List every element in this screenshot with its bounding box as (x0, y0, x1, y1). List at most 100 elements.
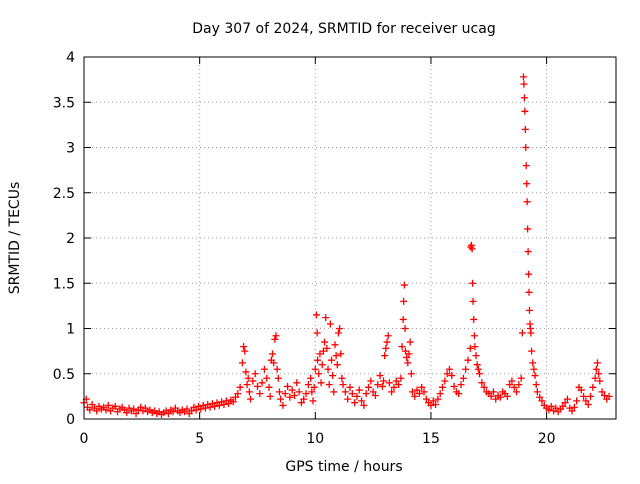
data-point (577, 386, 585, 394)
data-point (457, 381, 465, 389)
data-point (427, 401, 435, 409)
data-point (275, 388, 283, 396)
data-point (525, 270, 533, 278)
data-point (256, 390, 264, 398)
data-point (596, 377, 604, 385)
data-point (313, 329, 321, 337)
data-point (339, 381, 347, 389)
data-point (536, 393, 544, 401)
data-point (308, 388, 316, 396)
data-point (584, 401, 592, 409)
data-point (88, 401, 96, 409)
y-tick-label: 3.5 (53, 95, 75, 111)
data-point (469, 297, 477, 305)
data-point (344, 395, 352, 403)
data-point (388, 388, 396, 396)
data-point (521, 125, 529, 133)
data-point (559, 402, 567, 410)
data-point (251, 370, 259, 378)
data-point (395, 381, 403, 389)
data-point (253, 382, 261, 390)
data-point (241, 347, 249, 355)
chart-title: Day 307 of 2024, SRMTID for receiver uca… (192, 21, 495, 37)
data-point (325, 381, 333, 389)
data-point (561, 399, 569, 407)
data-point (307, 374, 315, 382)
data-point (420, 388, 428, 396)
x-axis-label: GPS time / hours (285, 459, 402, 475)
data-point (593, 359, 601, 367)
data-point (236, 383, 244, 391)
data-point (519, 73, 527, 81)
data-point (390, 383, 398, 391)
data-point (573, 397, 581, 405)
y-tick-label: 1 (66, 322, 75, 338)
data-point (455, 390, 463, 398)
data-point (413, 386, 421, 394)
data-point (338, 374, 346, 382)
data-point (300, 395, 308, 403)
tick-labels: 0 0.5 1 1.5 2 2.5 3 3.5 4 0 5 10 15 20 (53, 50, 556, 447)
data-point (286, 393, 294, 401)
data-point (376, 372, 384, 380)
data-point (404, 359, 412, 367)
y-tick-label: 3 (66, 141, 75, 157)
data-point (443, 370, 451, 378)
data-point (220, 401, 228, 409)
data-point (269, 350, 277, 358)
data-point (270, 359, 278, 367)
data-point (281, 390, 289, 398)
data-point (503, 392, 511, 400)
data-point (405, 350, 413, 358)
data-point (284, 382, 292, 390)
data-point (318, 361, 326, 369)
data-point (330, 388, 338, 396)
data-point (188, 407, 196, 415)
data-point (469, 279, 477, 287)
data-point (434, 395, 442, 403)
data-point (371, 391, 379, 399)
data-point (336, 325, 344, 332)
data-point (522, 162, 530, 170)
data-point (464, 356, 472, 364)
data-point (164, 410, 172, 418)
data-point (392, 377, 400, 385)
data-point (517, 374, 525, 382)
data-point (398, 343, 406, 351)
data-point (524, 248, 532, 256)
data-point (225, 400, 233, 408)
data-point (591, 374, 599, 382)
data-point (459, 374, 467, 382)
data-point (383, 338, 391, 346)
data-point (384, 332, 392, 340)
data-point (605, 392, 613, 400)
y-tick-label: 2 (66, 231, 75, 247)
data-point (518, 329, 526, 337)
data-point (545, 406, 553, 414)
data-point (234, 390, 242, 398)
data-point (448, 372, 456, 380)
data-point (527, 329, 535, 337)
data-point (528, 347, 536, 355)
data-point (508, 377, 516, 385)
data-point (211, 402, 219, 410)
data-point (93, 407, 101, 415)
data-point (341, 388, 349, 396)
data-point (563, 395, 571, 403)
data-point (279, 401, 287, 409)
data-point (520, 80, 528, 88)
data-point (369, 388, 377, 396)
data-point (169, 408, 177, 416)
data-point (422, 395, 430, 403)
data-point (358, 397, 366, 405)
data-point (346, 383, 354, 391)
data-point (215, 401, 223, 409)
data-point (302, 390, 310, 398)
data-point (589, 383, 597, 391)
data-point (408, 388, 416, 396)
data-point (380, 377, 388, 385)
data-point (263, 374, 271, 382)
data-point (580, 392, 588, 400)
